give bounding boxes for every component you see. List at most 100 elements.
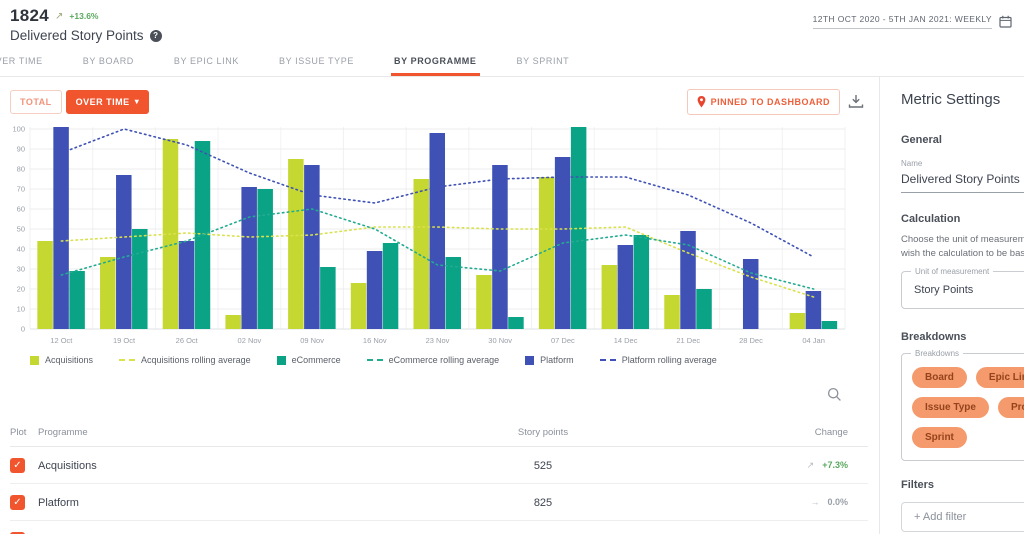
legend-item-acquisitions-rolling-average[interactable]: Acquisitions rolling average: [119, 355, 251, 365]
programme-cell: Platform: [38, 493, 438, 511]
page-title: Delivered Story Points: [10, 28, 144, 43]
breakdown-tag-board[interactable]: Board: [912, 367, 967, 388]
bar-platform-28-dec: [742, 259, 759, 329]
column-header-plot: Plot: [10, 427, 27, 438]
programme-name: Acquisitions: [38, 460, 97, 472]
download-icon[interactable]: [848, 94, 864, 109]
search-icon[interactable]: [827, 387, 842, 402]
x-axis-tick: 23 Nov: [426, 336, 450, 345]
plot-checkbox[interactable]: ✓: [10, 457, 25, 473]
story-points-chart: 0 10 20 30 40 50 60 70 80 90 100 12 Oct 19 Oct 26 Oct…: [12, 125, 846, 345]
bar-acquisitions-02-nov: [225, 315, 241, 329]
story-points-cell: 525: [438, 456, 648, 474]
bar-acquisitions-12-oct: [37, 241, 53, 329]
story-points-value: 825: [533, 497, 553, 509]
bar-acquisitions-23-nov: [413, 179, 429, 329]
x-axis-tick: 28 Dec: [739, 336, 763, 345]
metric-settings-panel: Metric Settings General Name Delivered S…: [879, 77, 1024, 534]
help-icon[interactable]: ?: [149, 29, 162, 42]
column-header-programme: Programme: [38, 427, 88, 438]
plot-checkbox[interactable]: ✓: [10, 494, 25, 510]
bar-platform-02-nov: [241, 187, 257, 329]
y-axis-tick: 90: [17, 145, 25, 154]
total-button[interactable]: TOTAL: [10, 89, 62, 114]
breakdowns-fieldset-label: Breakdowns: [911, 349, 964, 358]
story-points-cell: 825: [438, 493, 648, 511]
programme-name: Platform: [38, 497, 79, 509]
x-axis-tick: 14 Dec: [614, 336, 638, 345]
page-header: 1824 ↗ +13.6% Delivered Story Points ? 1…: [0, 0, 1024, 48]
x-axis-tick: 26 Oct: [176, 336, 199, 345]
line-platform-rolling-average: [60, 128, 815, 258]
x-axis-tick: 30 Nov: [488, 336, 512, 345]
breakdown-tag-programme[interactable]: Programme: [997, 397, 1024, 418]
over-time-button[interactable]: OVER TIME ▾: [65, 89, 150, 114]
add-filter-label: + Add filter: [914, 511, 967, 523]
change-cell: → 0.0%: [648, 497, 868, 507]
legend-dash-icon: [599, 359, 616, 361]
metric-settings-title: Metric Settings: [901, 91, 1001, 108]
legend-item-ecommerce[interactable]: eCommerce: [276, 355, 341, 365]
x-axis-tick: 04 Jan: [802, 336, 825, 345]
bar-ecommerce-09-nov: [320, 267, 336, 329]
main-panel: TOTAL OVER TIME ▾ PINNED TO DASHBOARD: [0, 77, 878, 534]
tab-by-epic-link[interactable]: BY EPIC LINK: [173, 55, 239, 66]
legend-label: eCommerce rolling average: [388, 355, 500, 365]
y-axis-tick: 80: [17, 165, 25, 174]
breakdowns-fieldset: Breakdowns Board Epic Link Issue Type Progr…: [901, 349, 1024, 461]
line-acquisitions-rolling-average: [60, 226, 815, 298]
legend-dash-icon: [366, 359, 383, 361]
legend-item-platform-rolling-average[interactable]: Platform rolling average: [599, 355, 717, 365]
total-button-label: TOTAL: [20, 96, 52, 107]
pinned-to-dashboard-button[interactable]: PINNED TO DASHBOARD: [686, 88, 840, 115]
tab-by-issue-type[interactable]: BY ISSUE TYPE: [278, 55, 354, 66]
date-range-text: 12TH OCT 2020 - 5TH JAN 2021: WEEKLY: [812, 14, 992, 29]
y-axis-tick: 30: [17, 265, 25, 274]
column-header-story-points: Story points: [517, 427, 569, 438]
table-row: ✓ Acquisitions 525 ↗ +7.3%: [10, 447, 868, 484]
x-axis-tick: 19 Oct: [113, 336, 136, 345]
trend-up-icon: ↗: [55, 10, 64, 22]
tab-by-board[interactable]: BY BOARD: [82, 55, 134, 66]
bar-acquisitions-14-dec: [601, 265, 618, 329]
breakdown-tag-sprint[interactable]: Sprint: [912, 427, 967, 448]
bar-platform-30-nov: [492, 165, 508, 329]
add-filter-button[interactable]: + Add filter: [901, 502, 1024, 532]
pin-icon: [697, 95, 706, 107]
breakdowns-heading: Breakdowns: [901, 331, 967, 343]
calendar-icon: [999, 15, 1012, 28]
bar-platform-23-nov: [429, 133, 445, 329]
change-value: +7.3%: [822, 460, 848, 470]
tab-by-sprint[interactable]: BY SPRINT: [516, 55, 570, 66]
plot-cell: ✓: [10, 494, 38, 510]
chevron-down-icon: ▾: [134, 97, 140, 106]
legend-item-acquisitions[interactable]: Acquisitions: [30, 355, 93, 365]
breakdown-tag-epic-link[interactable]: Epic Link: [975, 367, 1024, 388]
story-points-value: 525: [533, 460, 553, 472]
general-heading: General: [901, 134, 942, 146]
y-axis-tick: 60: [17, 205, 25, 214]
bar-ecommerce-19-oct: [132, 229, 148, 329]
legend-item-ecommerce-rolling-average[interactable]: eCommerce rolling average: [366, 355, 500, 365]
trend-icon: ↗: [806, 459, 815, 470]
pinned-button-label: PINNED TO DASHBOARD: [710, 96, 830, 107]
date-range-picker[interactable]: 12TH OCT 2020 - 5TH JAN 2021: WEEKLY: [812, 14, 1012, 29]
bar-ecommerce-04-jan: [821, 321, 838, 329]
line-ecommerce-rolling-average: [60, 208, 815, 290]
name-label: Name: [901, 159, 923, 168]
tab-over-time[interactable]: OVER TIME: [0, 55, 43, 66]
unit-of-measurement-select[interactable]: Unit of measurement Story Points: [901, 267, 1024, 309]
x-axis-tick: 21 Dec: [676, 336, 700, 345]
breakdown-tag-issue-type[interactable]: Issue Type: [912, 397, 989, 418]
tabs-bar: OVER TIME BY BOARD BY EPIC LINK BY ISSUE TY…: [0, 48, 1024, 77]
legend-item-platform[interactable]: Platform: [525, 355, 574, 365]
legend-label: Platform: [540, 355, 574, 365]
metric-name-input[interactable]: Delivered Story Points: [901, 168, 1024, 193]
legend-label: Acquisitions rolling average: [141, 355, 251, 365]
unit-of-measurement-value: Story Points: [914, 284, 974, 296]
tab-by-programme[interactable]: BY PROGRAMME: [390, 48, 480, 76]
x-axis-tick: 02 Nov: [238, 336, 262, 345]
legend-swatch-icon: [276, 355, 286, 365]
bar-ecommerce-30-nov: [508, 317, 524, 329]
